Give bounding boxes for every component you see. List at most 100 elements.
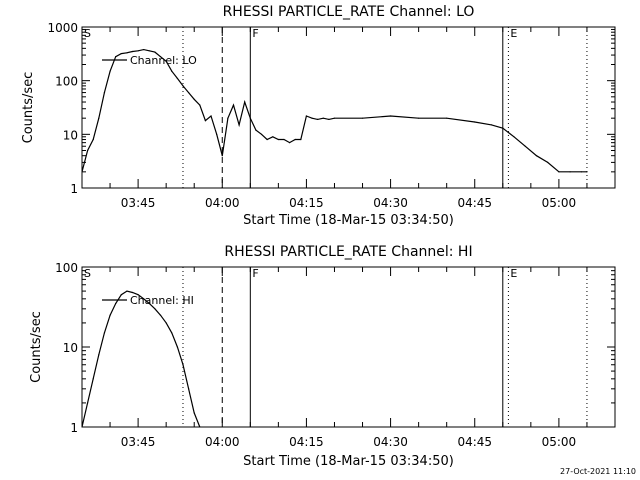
lo-data-point (159, 56, 162, 58)
lo-data-point (311, 117, 313, 119)
hi-data-point (103, 332, 106, 334)
hi-y-tick-label: 100 (55, 261, 78, 275)
lo-y-tick-label: 1000 (47, 21, 78, 35)
lo-data-point (115, 56, 117, 58)
lo-data-point (131, 50, 134, 53)
hi-data-point (176, 346, 178, 348)
lo-data-point (580, 171, 582, 173)
hi-x-tick-label: 04:15 (289, 435, 324, 449)
hi-data-point (171, 332, 173, 334)
lo-data-point (238, 124, 240, 126)
lo-data-point (227, 117, 229, 119)
lo-data-point (322, 117, 324, 119)
lo-x-tick-label: 04:45 (457, 196, 492, 210)
lo-y-tick-label: 1 (70, 182, 78, 196)
lo-x-tick-label: 03:45 (121, 196, 156, 210)
hi-marker-label-s: S (84, 267, 91, 280)
hi-data-point (165, 322, 167, 324)
hi-y-tick-label: 10 (63, 341, 78, 355)
hi-y-tick-label: 1 (70, 421, 78, 435)
lo-y-tick-label: 10 (63, 128, 78, 142)
lo-chart-title: RHESSI PARTICLE_RATE Channel: LO (223, 4, 475, 20)
lo-data-point (418, 117, 420, 119)
lo-data-point (193, 98, 195, 100)
lo-data-point (92, 138, 94, 141)
hi-marker-label-e: E (510, 267, 517, 280)
hi-plot-frame (81, 266, 616, 428)
lo-data-point (182, 85, 184, 87)
hi-x-tick-label: 03:45 (121, 435, 156, 449)
lo-x-tick-label: 04:30 (373, 196, 408, 210)
hi-data-point (148, 302, 150, 305)
lo-data-point (305, 115, 308, 117)
hi-data-point (159, 314, 162, 316)
lo-data-point (87, 149, 89, 152)
lo-data-point (120, 52, 122, 55)
lo-data-point (333, 117, 336, 119)
lo-data-point (474, 121, 476, 123)
lo-y-axis-label: Counts/sec (21, 72, 36, 144)
hi-data-point (131, 291, 134, 294)
hi-data-point (109, 314, 111, 316)
hi-x-tick-label: 04:30 (373, 435, 408, 449)
lo-data-point (176, 77, 178, 80)
lo-data-point (283, 138, 285, 141)
hi-data-point (92, 378, 94, 380)
lo-data-point (558, 171, 560, 173)
lo-data-point (389, 115, 392, 117)
lo-marker-label-e: E (510, 27, 517, 40)
hi-data-point (154, 308, 156, 310)
lo-data-point (535, 155, 538, 157)
hi-x-tick-label: 05:00 (542, 435, 577, 449)
lo-data-point (82, 171, 83, 173)
hi-x-tick-label: 04:45 (457, 435, 492, 449)
hi-data-point (199, 426, 201, 427)
hi-marker-label-f: F (252, 267, 258, 280)
hi-data-point (87, 402, 89, 404)
lo-data-point (502, 127, 504, 129)
lo-data-point (204, 120, 207, 122)
lo-data-point (216, 133, 218, 135)
lo-data-point (586, 171, 588, 173)
hi-data-point (126, 290, 128, 292)
lo-legend-label: Channel: LO (130, 54, 197, 67)
hi-data-point (182, 364, 184, 366)
lo-data-point (446, 117, 448, 119)
lo-data-point (272, 136, 274, 138)
lo-data-point (148, 50, 150, 52)
lo-x-tick-label: 05:00 (542, 196, 577, 210)
lo-data-point (232, 104, 235, 106)
lo-data-point (221, 155, 223, 157)
lo-data-point (126, 52, 128, 54)
lo-data-point (154, 51, 156, 53)
hi-y-axis-label: Counts/sec (29, 311, 44, 383)
lo-data-point (255, 129, 257, 131)
hi-data-point (82, 426, 83, 427)
lo-data-point (266, 138, 268, 141)
hi-data-point (137, 294, 139, 296)
lo-data-point (171, 70, 173, 72)
lo-data-point (490, 124, 493, 126)
lo-data-point (199, 104, 201, 106)
lo-data-point (524, 145, 526, 147)
hi-data-point (120, 294, 122, 296)
lo-data-point (137, 50, 139, 52)
lo-plot-frame (81, 26, 616, 189)
lo-data-point (244, 101, 246, 103)
lo-data-point (361, 117, 364, 119)
lo-data-point (300, 138, 302, 141)
lo-y-tick-label: 100 (55, 75, 78, 89)
hi-data-point (193, 412, 195, 414)
hi-data-point (188, 388, 190, 390)
lo-marker-label-f: F (252, 27, 258, 40)
lo-data-point (98, 117, 100, 119)
lo-data-point (569, 171, 571, 173)
lo-marker-label-s: S (84, 27, 91, 40)
lo-data-point (317, 118, 319, 120)
lo-data-point (260, 133, 263, 135)
hi-series-line-0 (82, 290, 201, 427)
lo-data-point (210, 115, 212, 117)
lo-data-point (165, 60, 167, 62)
